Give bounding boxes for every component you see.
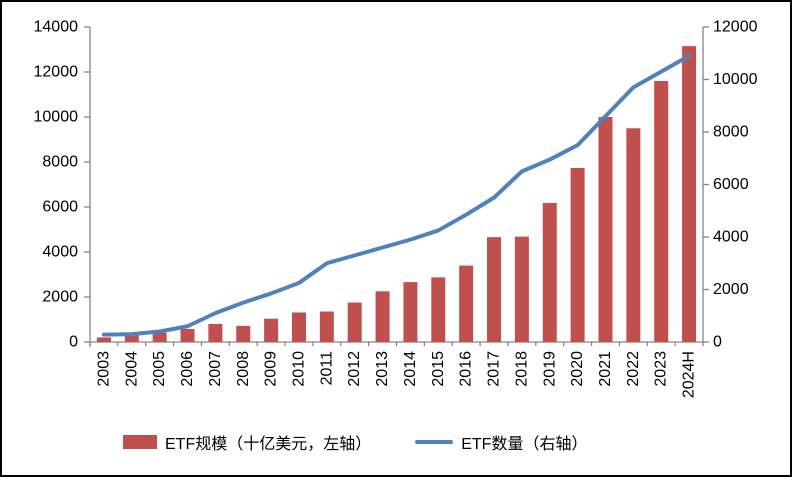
right-axis-tick-label: 10000 xyxy=(713,71,758,88)
bar-2018 xyxy=(514,236,529,342)
x-label-2015: 2015 xyxy=(430,351,447,387)
left-axis-tick-label: 10000 xyxy=(34,109,79,126)
x-label-2020: 2020 xyxy=(569,351,586,387)
left-axis-tick-label: 14000 xyxy=(34,19,79,36)
bar-2016 xyxy=(459,265,474,342)
chart-legend: ETF规模（十亿美元，左轴） ETF数量（右轴） xyxy=(123,430,587,454)
bar-2007 xyxy=(208,324,223,342)
bar-2024H xyxy=(682,46,697,342)
x-label-2011: 2011 xyxy=(318,351,335,386)
bar-2008 xyxy=(236,325,251,342)
bar-2012 xyxy=(347,302,362,342)
bar-series-label: ETF规模（十亿美元，左轴） xyxy=(165,436,372,453)
x-label-2018: 2018 xyxy=(513,351,530,387)
x-label-2005: 2005 xyxy=(151,351,168,387)
left-axis-tick-label: 0 xyxy=(69,334,78,351)
bar-2015 xyxy=(431,277,446,342)
left-axis-tick-label: 8000 xyxy=(42,154,78,171)
right-axis-tick-label: 8000 xyxy=(713,124,749,141)
right-axis-tick-label: 0 xyxy=(713,334,722,351)
x-label-2021: 2021 xyxy=(597,351,614,387)
line-series-path xyxy=(101,53,692,337)
x-label-2007: 2007 xyxy=(207,351,224,387)
bar-2009 xyxy=(264,318,279,342)
line-series-swatch-icon xyxy=(415,439,454,445)
legend-item-etf-count: ETF数量（右轴） xyxy=(415,430,587,454)
right-axis-tick-label: 6000 xyxy=(713,176,749,193)
right-axis-tick-label: 12000 xyxy=(713,19,758,36)
bar-2020 xyxy=(570,167,585,342)
bar-2022 xyxy=(626,128,641,342)
bar-2013 xyxy=(375,291,390,342)
x-label-2012: 2012 xyxy=(346,351,363,387)
right-axis-tick-label: 2000 xyxy=(713,281,749,298)
left-axis-tick-label: 6000 xyxy=(42,199,78,216)
x-label-2019: 2019 xyxy=(541,351,558,387)
x-label-2006: 2006 xyxy=(179,351,196,387)
x-label-2003: 2003 xyxy=(95,351,112,387)
legend-item-etf-aum: ETF规模（十亿美元，左轴） xyxy=(123,430,371,454)
x-label-2004: 2004 xyxy=(123,351,140,387)
left-axis-tick-label: 4000 xyxy=(42,244,78,261)
bar-2010 xyxy=(291,312,306,342)
bar-2017 xyxy=(487,237,502,342)
bar-2021 xyxy=(598,117,613,342)
x-label-2008: 2008 xyxy=(235,351,252,387)
line-series-label: ETF数量（右轴） xyxy=(461,436,588,453)
bar-2003 xyxy=(96,337,111,342)
bar-2011 xyxy=(319,311,334,342)
bar-2023 xyxy=(654,81,669,342)
x-label-2010: 2010 xyxy=(290,351,307,387)
x-label-2014: 2014 xyxy=(402,351,419,387)
x-label-2023: 2023 xyxy=(653,351,670,387)
bar-2019 xyxy=(542,202,557,342)
x-label-2013: 2013 xyxy=(374,351,391,387)
left-axis-tick-label: 2000 xyxy=(42,289,78,306)
bar-series-swatch-icon xyxy=(123,435,157,449)
bar-2004 xyxy=(124,335,139,342)
bar-2006 xyxy=(180,328,195,342)
x-label-2017: 2017 xyxy=(486,351,503,387)
bar-2005 xyxy=(152,332,167,342)
x-label-2016: 2016 xyxy=(458,351,475,387)
left-axis-tick-label: 12000 xyxy=(34,64,79,81)
x-label-2009: 2009 xyxy=(263,351,280,387)
right-axis-tick-label: 4000 xyxy=(713,229,749,246)
x-label-2022: 2022 xyxy=(625,351,642,387)
x-label-2024H: 2024H xyxy=(681,351,698,398)
bar-2014 xyxy=(403,282,418,342)
